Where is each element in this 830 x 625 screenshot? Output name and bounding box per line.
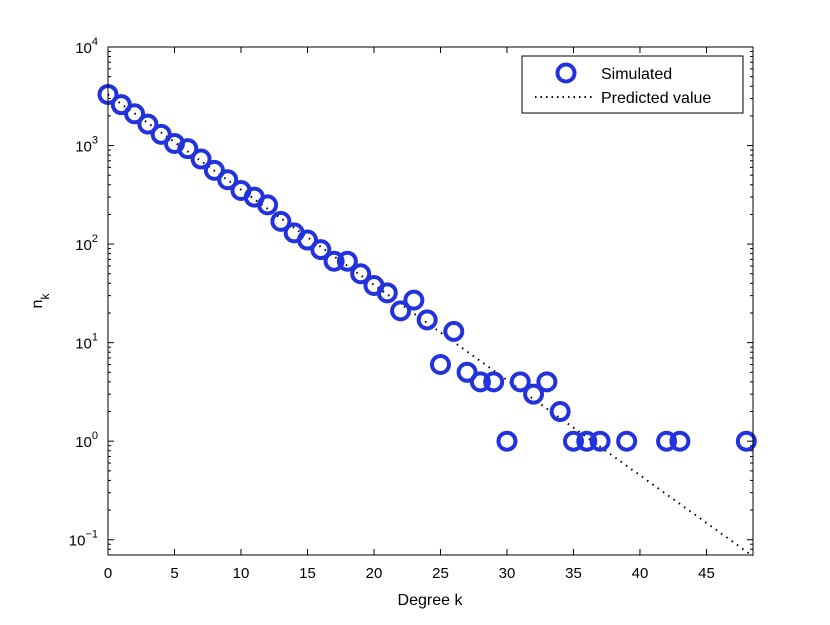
simulated-point	[416, 309, 438, 331]
x-tick-label: 40	[632, 565, 649, 582]
simulated-point	[669, 430, 691, 452]
simulated-point	[137, 113, 159, 135]
legend: Simulated Predicted value	[521, 55, 744, 114]
simulated-point	[562, 430, 584, 452]
simulated-point	[203, 159, 225, 181]
simulated-point	[536, 371, 558, 393]
legend-predicted-label: Predicted value	[601, 90, 711, 107]
y-tick-label: 102	[75, 233, 98, 254]
simulated-point	[429, 354, 451, 376]
simulated-point	[270, 210, 292, 232]
y-tick-label: 101	[75, 332, 98, 353]
x-tick-label: 10	[233, 565, 250, 582]
simulated-point	[350, 263, 372, 285]
simulated-point	[549, 401, 571, 423]
plot-frame	[107, 46, 754, 556]
legend-simulated-marker	[555, 62, 577, 84]
simulated-point	[323, 250, 345, 272]
simulated-series	[97, 83, 757, 452]
x-tick-label: 5	[170, 565, 178, 582]
simulated-point	[376, 282, 398, 304]
y-tick-label: 10−1	[69, 529, 98, 550]
simulated-point	[496, 430, 518, 452]
x-axis-title: Degree k	[398, 592, 464, 609]
simulated-point	[735, 430, 757, 452]
simulated-point	[576, 430, 598, 452]
simulated-point	[336, 250, 358, 272]
plot-background	[108, 47, 753, 555]
predicted-line	[107, 93, 754, 558]
simulated-point	[589, 430, 611, 452]
simulated-point	[310, 239, 332, 261]
simulated-point	[296, 229, 318, 251]
legend-simulated-label: Simulated	[601, 66, 672, 83]
simulated-point	[190, 148, 212, 170]
simulated-point	[656, 430, 678, 452]
y-tick-label: 100	[75, 430, 98, 451]
y-tick-label: 104	[75, 36, 98, 57]
simulated-point	[217, 169, 239, 191]
simulated-point	[483, 371, 505, 393]
svg-text:nk: nk	[29, 293, 52, 309]
y-tick-label: 103	[75, 135, 98, 156]
simulated-point	[616, 430, 638, 452]
x-tick-label: 25	[432, 565, 449, 582]
simulated-point	[443, 320, 465, 342]
simulated-point	[177, 138, 199, 160]
predicted-series	[107, 93, 754, 558]
x-tick-label: 20	[366, 565, 383, 582]
simulated-point	[390, 300, 412, 322]
x-tick-label: 45	[698, 565, 715, 582]
simulated-point	[456, 361, 478, 383]
x-tick-label: 30	[499, 565, 516, 582]
x-tick-label: 15	[299, 565, 316, 582]
x-axis-ticks: 0 5 10 15 20 25 30 35 40 45	[104, 47, 715, 582]
simulated-point	[523, 383, 545, 405]
y-axis-ticks: 10−1 100 101 102 103 104	[69, 36, 753, 556]
simulated-point	[124, 103, 146, 125]
y-axis-title: nk	[29, 293, 52, 309]
simulated-point	[403, 289, 425, 311]
simulated-point	[257, 194, 279, 216]
y-axis-title-subscript: k	[38, 293, 52, 300]
y-axis-title-main: n	[29, 300, 46, 309]
simulated-point	[469, 371, 491, 393]
x-tick-label: 0	[104, 565, 112, 582]
simulated-point	[509, 371, 531, 393]
x-tick-label: 35	[565, 565, 582, 582]
